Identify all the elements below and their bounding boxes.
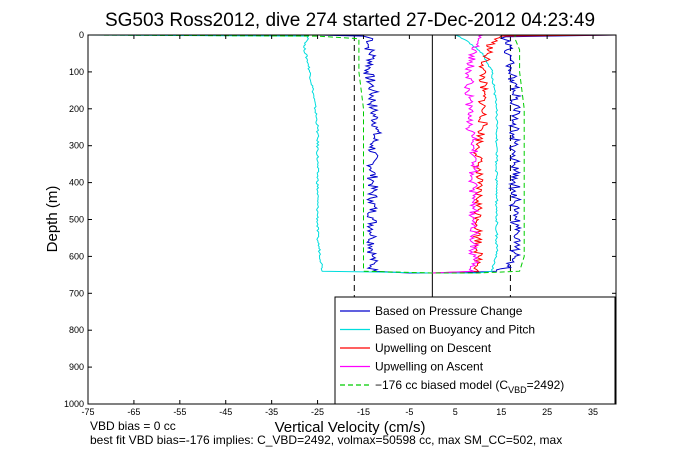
y-tick-label: 100 [69, 67, 84, 77]
series-group [87, 34, 617, 274]
y-tick-label: 1000 [64, 399, 84, 409]
y-tick-label: 900 [69, 362, 84, 372]
legend: Based on Pressure Change Based on Buoyanc… [334, 296, 616, 405]
y-tick-label: 0 [79, 30, 84, 40]
x-tick-label: -5 [405, 407, 413, 417]
x-tick-label: 35 [588, 407, 598, 417]
x-tick-label: -25 [311, 407, 324, 417]
y-axis-label: Depth (m) [44, 186, 61, 253]
legend-label-2: Upwelling on Descent [375, 341, 492, 355]
x-tick-label: -55 [173, 407, 186, 417]
annotation-best-fit: best fit VBD bias=-176 implies: C_VBD=24… [90, 433, 562, 447]
y-tick-label: 800 [69, 325, 84, 335]
y-tick-label: 200 [69, 104, 84, 114]
series-line-3 [432, 34, 484, 274]
x-axis-label: Vertical Velocity (cm/s) [275, 419, 426, 436]
x-tick-label: -65 [127, 407, 140, 417]
x-axis-ticks: -75 -65 -55 -45 -35 -25 -15 -5 5 15 25 35 [81, 35, 598, 417]
x-tick-label: 15 [496, 407, 506, 417]
y-tick-label: 400 [69, 178, 84, 188]
x-tick-label: -35 [265, 407, 278, 417]
chart-title: SG503 Ross2012, dive 274 started 27-Dec-… [105, 10, 595, 31]
legend-label-3: Upwelling on Ascent [375, 360, 484, 374]
y-tick-label: 600 [69, 251, 84, 261]
series-line-4 [87, 34, 525, 274]
y-tick-label: 500 [69, 215, 84, 225]
x-tick-label: 5 [453, 407, 458, 417]
legend-label-1: Based on Buoyancy and Pitch [375, 323, 535, 337]
y-tick-label: 300 [69, 141, 84, 151]
legend-box [334, 296, 616, 405]
x-tick-label: -15 [357, 407, 370, 417]
x-tick-label: -45 [219, 407, 232, 417]
y-tick-label: 700 [69, 288, 84, 298]
annotation-vbd-bias: VBD bias = 0 cc [90, 419, 176, 433]
x-tick-label: 25 [542, 407, 552, 417]
legend-label-0: Based on Pressure Change [375, 304, 523, 318]
x-tick-label: -75 [81, 407, 94, 417]
